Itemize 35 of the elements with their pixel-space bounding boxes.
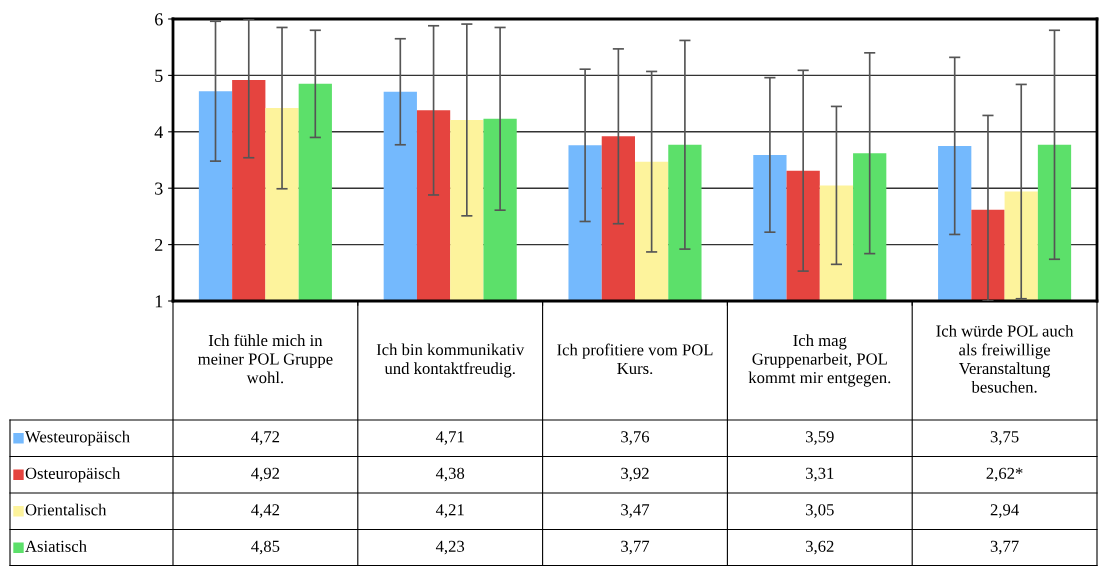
data-label: 4,72 (251, 431, 280, 445)
data-label: 3,47 (621, 504, 650, 518)
data-label: 2,62* (986, 467, 1023, 482)
data-label: 3,62 (806, 540, 834, 555)
legend-label: Asiatisch (25, 540, 87, 552)
x-tick-label: Ich profitiere vom POL Kurs. (557, 343, 713, 375)
data-label: 3,75 (990, 431, 1019, 445)
data-label: 4,38 (435, 467, 465, 482)
data-label: 4,42 (251, 504, 280, 518)
data-label: 3,31 (806, 467, 834, 482)
data-label: 3,05 (806, 504, 834, 518)
y-tick-label: 5 (155, 69, 163, 82)
data-label: 4,71 (435, 431, 464, 445)
y-tick-label: 3 (155, 182, 163, 195)
x-tick-label: Ich fühle mich in meiner POL Gruppe wohl. (198, 334, 333, 384)
data-label: 4,92 (251, 467, 280, 482)
y-tick-label: 1 (155, 295, 163, 308)
x-tick-label: Ich würde POL auch als freiwillige Veranstaltung besuchen. (936, 324, 1074, 393)
data-label: 3,77 (621, 540, 650, 555)
data-label: 3,77 (990, 540, 1019, 555)
data-label: 3,92 (621, 467, 649, 482)
data-label: 2,94 (990, 504, 1019, 518)
data-label: 3,76 (621, 431, 650, 445)
data-label: 4,23 (435, 540, 465, 555)
legend-label: Osteuropäisch (25, 467, 121, 483)
y-tick-label: 2 (155, 238, 163, 251)
legend-label: Orientalisch (25, 503, 107, 516)
x-tick-label: Ich bin kommunikativ und kontaktfreudig. (376, 343, 525, 378)
y-tick-label: 4 (154, 126, 163, 139)
y-tick-label: 6 (155, 13, 163, 26)
data-label: 3,59 (806, 431, 834, 445)
legend-label: Westeuropäisch (25, 430, 130, 446)
x-tick-label: Ich mag Gruppenarbeit, POL kommt mir entgegen. (748, 334, 891, 387)
data-label: 4,21 (435, 504, 464, 518)
data-label: 4,85 (251, 540, 280, 555)
